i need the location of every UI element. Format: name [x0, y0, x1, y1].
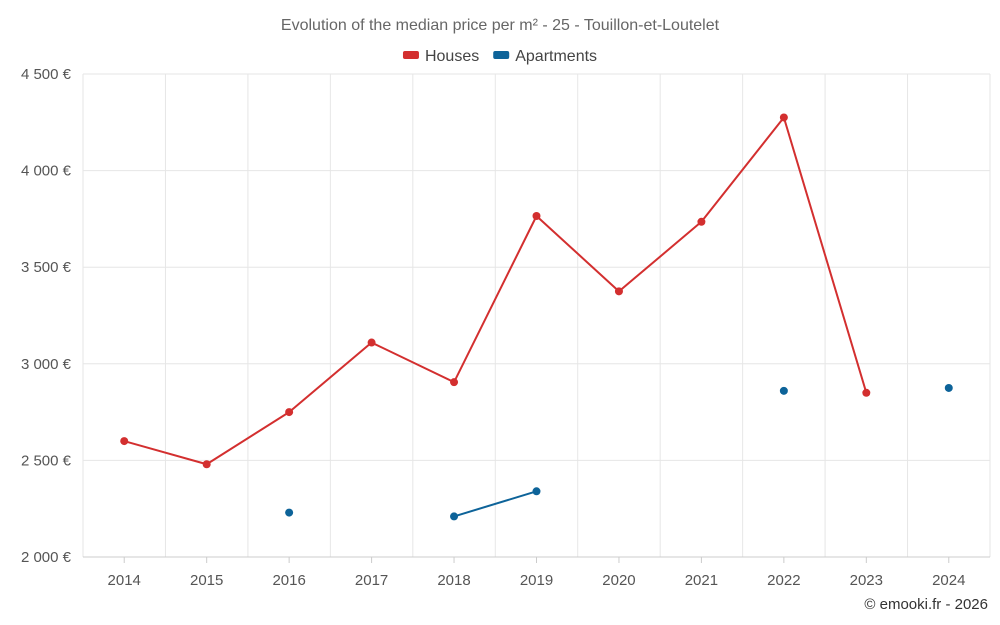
y-tick-label: 3 500 €: [21, 259, 72, 276]
legend: Houses Apartments: [402, 48, 597, 65]
x-tick-label: 2017: [355, 572, 388, 589]
x-tick-label: 2020: [602, 572, 635, 589]
data-point-apartments[interactable]: [532, 487, 541, 496]
data-point-houses[interactable]: [779, 113, 788, 122]
data-point-apartments[interactable]: [944, 383, 953, 392]
series-line-apartments: [453, 490, 537, 518]
data-point-houses[interactable]: [367, 338, 376, 347]
x-tick-label: 2014: [108, 572, 141, 589]
legend-label: Houses: [425, 48, 479, 65]
y-tick-label: 2 000 €: [21, 549, 72, 566]
legend-swatch: [493, 51, 510, 59]
x-tick-label: 2016: [272, 572, 305, 589]
y-tick-label: 2 500 €: [21, 452, 72, 469]
series-line-houses: [123, 116, 868, 466]
y-tick-label: 4 000 €: [21, 163, 72, 180]
axes: 2 000 € 2 500 € 3 000 € 3 500 € 4 000 € 4 500…: [21, 66, 990, 589]
data-point-apartments[interactable]: [450, 512, 459, 521]
data-point-houses[interactable]: [862, 388, 871, 397]
chart-title: Evolution of the median price per m² - 2…: [281, 17, 720, 34]
x-tick-label: 2023: [850, 572, 883, 589]
legend-item-apartments[interactable]: Apartments: [493, 48, 597, 65]
data-point-houses[interactable]: [614, 287, 623, 296]
data-point-houses[interactable]: [285, 408, 294, 417]
data-point-apartments[interactable]: [779, 386, 788, 395]
data-point-apartments[interactable]: [285, 508, 294, 517]
series-houses: [120, 113, 871, 469]
y-tick-label: 3 000 €: [21, 356, 72, 373]
data-point-houses[interactable]: [450, 378, 459, 387]
x-tick-label: 2015: [190, 572, 223, 589]
x-tick-label: 2024: [932, 572, 965, 589]
x-tick-label: 2018: [437, 572, 470, 589]
x-tick-label: 2021: [685, 572, 718, 589]
series-layer: [120, 113, 953, 521]
grid: [82, 73, 991, 557]
legend-swatch: [402, 51, 419, 59]
legend-item-houses[interactable]: Houses: [402, 48, 479, 65]
data-point-houses[interactable]: [202, 460, 211, 469]
legend-label: Apartments: [515, 48, 597, 65]
data-point-houses[interactable]: [120, 437, 129, 446]
data-point-houses[interactable]: [532, 212, 541, 221]
x-tick-label: 2019: [520, 572, 553, 589]
data-point-houses[interactable]: [697, 217, 706, 226]
y-tick-label: 4 500 €: [21, 66, 72, 83]
series-apartments: [285, 383, 953, 521]
chart-credit: © emooki.fr - 2026: [864, 596, 988, 613]
x-tick-label: 2022: [767, 572, 800, 589]
